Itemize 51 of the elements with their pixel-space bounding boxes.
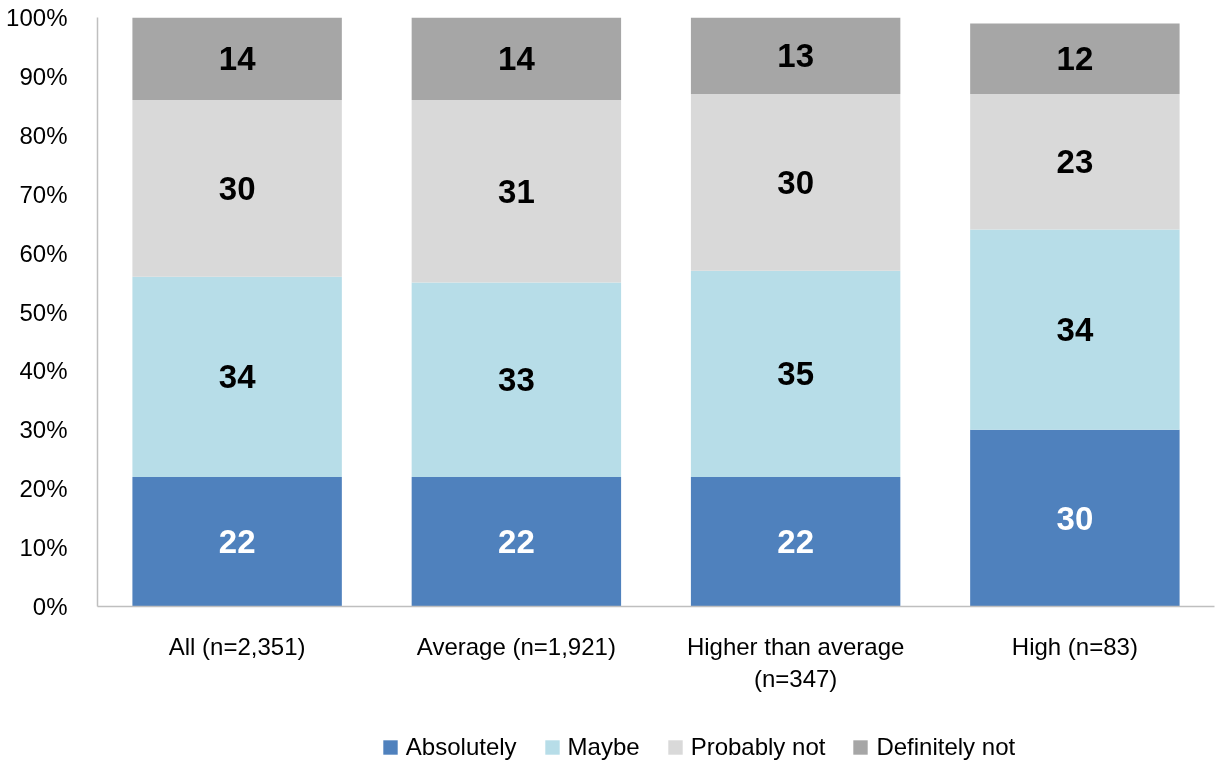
data-label: 22 [498, 523, 535, 561]
bar [411, 17, 622, 100]
legend-label: Absolutely [405, 733, 517, 761]
y-tick-label: 80% [19, 121, 68, 149]
data-label: 22 [777, 523, 814, 561]
y-tick-label: 50% [19, 298, 68, 326]
bar [690, 476, 901, 607]
bar [690, 270, 901, 477]
data-label: 30 [1056, 499, 1094, 537]
y-tick-label: 70% [19, 180, 68, 208]
bar [132, 476, 342, 607]
bar [411, 476, 622, 607]
data-label: 33 [498, 361, 535, 399]
y-tick-label: 60% [19, 239, 68, 267]
y-tick-label: 30% [19, 416, 68, 444]
x-tick-label: High (n=83) [1011, 632, 1138, 660]
bar [132, 99, 342, 277]
bar [970, 229, 1180, 430]
x-tick-label: Higher than average (n=347) [686, 632, 905, 692]
y-tick-label: 20% [19, 475, 68, 503]
data-label: 30 [218, 169, 256, 207]
data-label: 12 [1056, 40, 1094, 78]
bar [690, 17, 901, 95]
bar [970, 94, 1180, 230]
data-label: 13 [777, 37, 814, 75]
data-label: 22 [218, 523, 256, 561]
y-tick-label: 40% [19, 357, 68, 385]
data-label: 31 [498, 172, 535, 210]
bar [132, 276, 342, 477]
y-tick-label: 90% [19, 62, 68, 90]
legend-label: Probably not [690, 733, 826, 761]
data-label: 34 [1056, 311, 1094, 349]
data-label: 23 [1056, 143, 1094, 181]
bar [970, 23, 1180, 95]
x-tick-label: All (n=2,351) [168, 632, 306, 660]
y-tick-label: 0% [32, 593, 68, 620]
y-tick-label: 100% [6, 4, 68, 31]
data-label: 35 [777, 355, 814, 393]
data-label: 34 [218, 358, 257, 396]
bar [970, 429, 1180, 607]
data-label: 14 [498, 40, 536, 78]
legend-label: Definitely not [876, 733, 1016, 761]
data-label: 30 [777, 163, 814, 201]
bar [132, 17, 342, 100]
bar [690, 94, 901, 271]
x-tick-label: Average (n=1,921) [416, 632, 616, 660]
data-label: 14 [218, 40, 257, 78]
bar [411, 99, 622, 283]
legend-label: Maybe [567, 733, 640, 761]
bar [411, 282, 622, 477]
y-tick-label: 10% [19, 534, 68, 562]
